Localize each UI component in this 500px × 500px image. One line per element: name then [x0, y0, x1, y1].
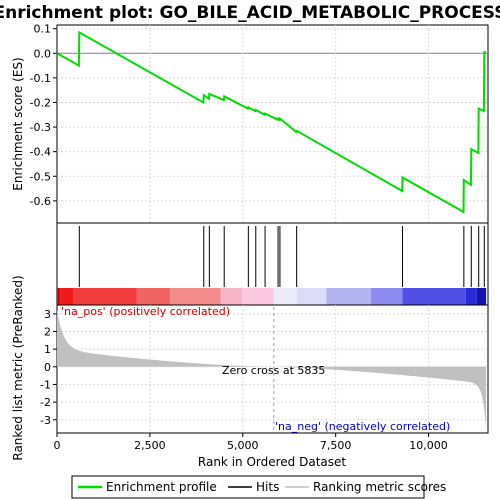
x-tick-label: 0 — [54, 439, 61, 452]
es-y-axis-label: Enrichment score (ES) — [11, 57, 25, 190]
es-tick-label: -0.1 — [30, 72, 51, 85]
x-tick-label: 7,500 — [320, 439, 352, 452]
metric-tick-label: -1 — [40, 378, 51, 391]
legend-metric-label: Ranking metric scores — [313, 480, 446, 494]
positive-correlation-label: 'na_pos' (positively correlated) — [61, 305, 230, 318]
es-tick-label: 0.0 — [34, 47, 52, 60]
metric-tick-label: -2 — [40, 396, 51, 409]
es-tick-label: -0.3 — [30, 121, 51, 134]
x-tick-label: 2,500 — [134, 439, 166, 452]
heat-band — [220, 288, 243, 305]
enrichment-profile-line — [56, 30, 487, 214]
es-panel-frame — [56, 24, 489, 224]
es-tick-label: -0.5 — [30, 170, 51, 183]
negative-correlation-label: 'na_neg' (negatively correlated) — [275, 420, 450, 433]
legend: Enrichment profile Hits Ranking metric s… — [71, 475, 446, 499]
heat-band — [476, 288, 487, 305]
heat-band — [57, 288, 61, 305]
heat-band — [465, 288, 477, 305]
x-tick-label: 10,000 — [409, 439, 448, 452]
metric-panel: 3 2 1 0 -1 -2 -3 'na_pos' (positively correlat… — [40, 304, 489, 434]
metric-tick-label: 0 — [44, 361, 51, 374]
zero-cross-label: Zero cross at 5835 — [222, 364, 325, 377]
metric-y-axis-label: Ranked list metric (PreRanked) — [11, 275, 25, 460]
metric-tick-label: 2 — [44, 325, 51, 338]
hits-panel — [56, 222, 489, 306]
heat-band — [370, 288, 403, 305]
es-tick-label: 0.1 — [34, 23, 52, 36]
heat-band — [326, 288, 371, 305]
heat-band — [170, 288, 221, 305]
heat-band — [296, 288, 327, 305]
heat-band — [136, 288, 171, 305]
x-tick-label: 5,000 — [227, 439, 259, 452]
heat-band — [402, 288, 466, 305]
es-tick-label: -0.4 — [30, 146, 51, 159]
heat-band — [273, 288, 297, 305]
es-tick-label: -0.2 — [30, 96, 51, 109]
heat-band — [73, 288, 137, 305]
es-panel: 0.1 0.0 -0.1 -0.2 -0.3 -0.4 -0.5 -0.6 — [30, 23, 489, 224]
legend-profile-label: Enrichment profile — [106, 480, 217, 494]
metric-tick-label: 1 — [44, 343, 51, 356]
heat-band — [242, 288, 274, 305]
ranking-metric-area — [57, 309, 487, 430]
es-tick-label: -0.6 — [30, 195, 51, 208]
legend-hits-label: Hits — [256, 480, 279, 494]
heat-band — [60, 288, 74, 305]
metric-tick-label: -3 — [40, 414, 51, 427]
chart-title: Enrichment plot: GO_BILE_ACID_METABOLIC_… — [0, 3, 500, 23]
metric-tick-label: 3 — [44, 308, 51, 321]
x-axis-label: Rank in Ordered Dataset — [198, 455, 346, 469]
